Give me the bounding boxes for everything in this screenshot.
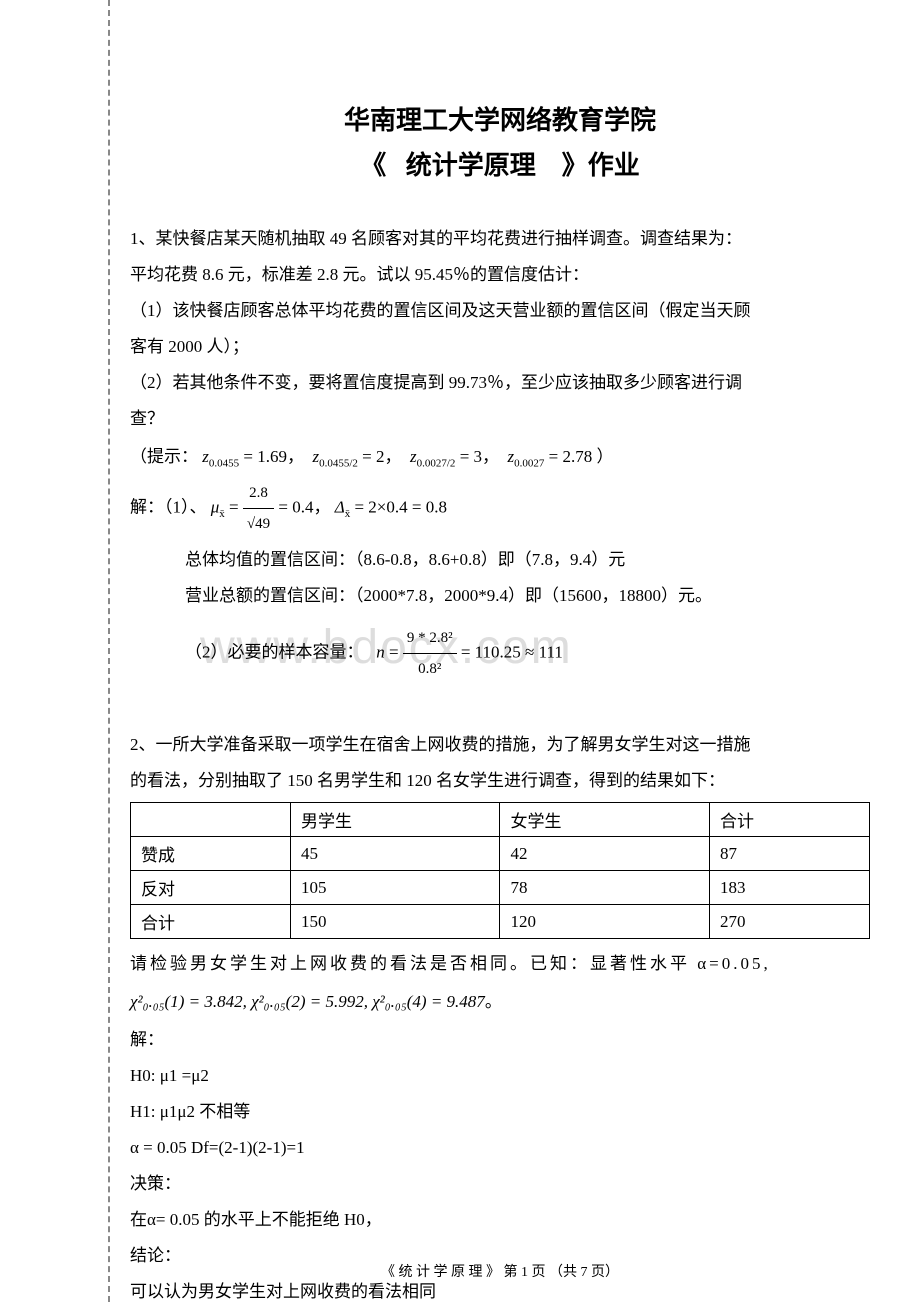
cell: 120 xyxy=(500,905,709,939)
z1-val: = 1.69 xyxy=(239,447,287,466)
z3-sub: 0.0027/2 xyxy=(417,457,456,469)
mu-val: = 0.4 xyxy=(278,498,313,517)
q1-line4: 客有 2000 人）； xyxy=(130,330,870,364)
q1-line5: （2）若其他条件不变，要将置信度提高到 99.73％，至少应该抽取多少顾客进行调 xyxy=(130,366,870,400)
q1-line3: （1）该快餐店顾客总体平均花费的置信区间及这天营业额的置信区间（假定当天顾 xyxy=(130,294,870,328)
hint-suffix: ） xyxy=(597,447,614,466)
header-female: 女学生 xyxy=(500,803,709,837)
q2-h1: H1: μ1μ2 不相等 xyxy=(130,1095,870,1129)
q1-part2: （2）必要的样本容量： n = 9 * 2.8² 0.8² = 110.25 ≈… xyxy=(130,623,870,684)
z3-val: = 3 xyxy=(455,447,482,466)
n-frac-top: 9 * 2.8² xyxy=(403,623,457,654)
cell: 合计 xyxy=(131,905,291,939)
mu-sub: x̄ xyxy=(219,508,225,520)
hint-prefix: （提示： xyxy=(130,447,198,466)
delta-expr: = 2×0.4 = 0.8 xyxy=(350,498,447,517)
z2-sub: 0.0455/2 xyxy=(319,457,358,469)
z-symbol: z xyxy=(202,447,209,466)
q1-hint: （提示： z0.0455 = 1.69， z0.0455/2 = 2， z0.0… xyxy=(130,440,870,474)
table-row: 赞成 45 42 87 xyxy=(131,837,870,871)
bracket-right: 》作业 xyxy=(562,151,640,180)
n-label: n xyxy=(376,643,385,662)
page-footer: 《 统 计 学 原 理 》 第 1 页 （共 7 页） xyxy=(130,1261,870,1281)
q1-ci-total: 营业总额的置信区间：（2000*7.8，2000*9.4）即（15600，188… xyxy=(130,579,870,613)
chi-suffix: 。 xyxy=(485,992,502,1011)
delta-label: Δ xyxy=(335,498,345,517)
fraction-mu: 2.8 √49 xyxy=(243,478,274,539)
header-blank xyxy=(131,803,291,837)
table-row: 合计 150 120 270 xyxy=(131,905,870,939)
table-header-row: 男学生 女学生 合计 xyxy=(131,803,870,837)
title-institution: 华南理工大学网络教育学院 xyxy=(130,100,870,137)
z1-sub: 0.0455 xyxy=(209,457,239,469)
frac-top: 2.8 xyxy=(243,478,274,509)
q2-alpha-df: α = 0.05 Df=(2-1)(2-1)=1 xyxy=(130,1131,870,1165)
cell: 42 xyxy=(500,837,709,871)
course-name: 统计学原理 xyxy=(406,151,536,180)
q2-line1: 2、一所大学准备采取一项学生在宿舍上网收费的措施，为了解男女学生对这一措施 xyxy=(130,728,870,762)
q2-check-text: 请检验男女学生对上网收费的看法是否相同。已知：显著性水平 α=0.05, xyxy=(130,947,870,981)
survey-table: 男学生 女学生 合计 赞成 45 42 87 反对 105 78 183 合计 … xyxy=(130,802,870,939)
q1-ci-mean: 总体均值的置信区间：（8.6-0.8，8.6+0.8）即（7.8，9.4）元 xyxy=(130,543,870,577)
q2-decision: 在α= 0.05 的水平上不能拒绝 H0， xyxy=(130,1203,870,1237)
cell: 反对 xyxy=(131,871,291,905)
q2-chi-line: χ²₀.₀₅(1) = 3.842, χ²₀.₀₅(2) = 5.992, χ²… xyxy=(130,985,870,1019)
z2-val: = 2 xyxy=(358,447,385,466)
title-course: 《 统计学原理 》作业 xyxy=(130,145,870,182)
q2-line2: 的看法，分别抽取了 150 名男学生和 120 名女学生进行调查，得到的结果如下… xyxy=(130,764,870,798)
sol-prefix: 解：（1）、 xyxy=(130,498,207,517)
cell: 150 xyxy=(291,905,500,939)
cell: 270 xyxy=(709,905,869,939)
q2-h0: H0: μ1 =μ2 xyxy=(130,1059,870,1093)
n-frac-bot: 0.8² xyxy=(403,654,457,684)
q1-solution-1: 解：（1）、 μx̄ = 2.8 √49 = 0.4， Δx̄ = 2×0.4 … xyxy=(130,478,870,539)
fraction-n: 9 * 2.8² 0.8² xyxy=(403,623,457,684)
document-content: 华南理工大学网络教育学院 《 统计学原理 》作业 1、某快餐店某天随机抽取 49… xyxy=(130,100,870,1311)
z-symbol: z xyxy=(410,447,417,466)
cell: 78 xyxy=(500,871,709,905)
part2-prefix: （2）必要的样本容量： xyxy=(185,643,364,662)
q2-sol: 解： xyxy=(130,1023,870,1057)
cell: 87 xyxy=(709,837,869,871)
chi-values: χ²₀.₀₅(1) = 3.842, χ²₀.₀₅(2) = 5.992, χ²… xyxy=(130,992,485,1011)
q1-line2: 平均花费 8.6 元，标准差 2.8 元。试以 95.45％的置信度估计： xyxy=(130,258,870,292)
z4-sub: 0.0027 xyxy=(514,457,544,469)
header-male: 男学生 xyxy=(291,803,500,837)
cell: 183 xyxy=(709,871,869,905)
cell: 105 xyxy=(291,871,500,905)
q1-line1: 1、某快餐店某天随机抽取 49 名顾客对其的平均花费进行抽样调查。调查结果为： xyxy=(130,222,870,256)
mu-label: μ xyxy=(211,498,220,517)
z4-val: = 2.78 xyxy=(544,447,592,466)
bracket-left: 《 xyxy=(360,151,386,180)
cell: 45 xyxy=(291,837,500,871)
n-val: = 110.25 ≈ 111 xyxy=(461,643,563,662)
q2-decision-label: 决策： xyxy=(130,1167,870,1201)
table-row: 反对 105 78 183 xyxy=(131,871,870,905)
cell: 赞成 xyxy=(131,837,291,871)
frac-bot: √49 xyxy=(243,509,274,539)
q1-line6: 查？ xyxy=(130,402,870,436)
header-total: 合计 xyxy=(709,803,869,837)
left-dashed-border xyxy=(108,0,110,1302)
